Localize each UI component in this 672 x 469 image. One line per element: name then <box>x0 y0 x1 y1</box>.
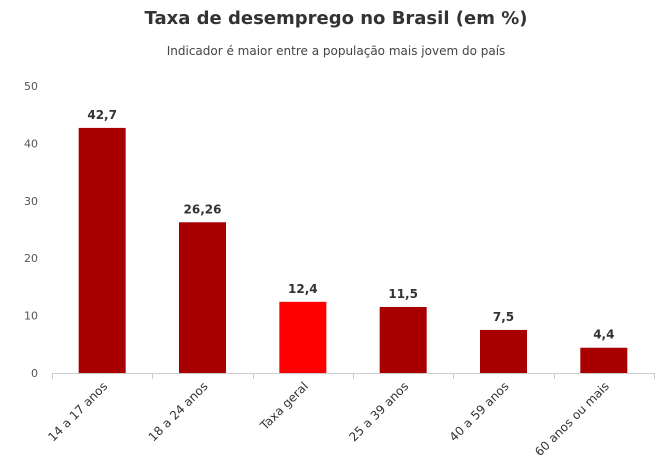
y-tick-label: 0 <box>31 367 38 380</box>
x-tick-label: 14 a 17 anos <box>45 379 110 444</box>
x-tick-label: 25 a 39 anos <box>346 379 411 444</box>
bar <box>78 127 126 373</box>
bar <box>279 301 327 373</box>
y-tick-label: 50 <box>24 80 38 93</box>
data-label: 26,26 <box>184 202 222 216</box>
chart-title: Taxa de desemprego no Brasil (em %) <box>144 8 528 29</box>
data-label: 42,7 <box>87 108 117 122</box>
bar <box>580 347 628 373</box>
y-tick-label: 30 <box>24 195 38 208</box>
x-tick-label: Taxa geral <box>257 379 311 433</box>
data-label: 12,4 <box>288 282 318 296</box>
data-label: 7,5 <box>493 310 514 324</box>
y-tick-label: 40 <box>24 137 38 150</box>
y-tick-label: 10 <box>24 310 38 323</box>
bar <box>379 306 427 373</box>
bar <box>480 329 527 373</box>
x-tick-label: 60 anos ou mais <box>532 379 612 459</box>
x-tick-label: 40 a 59 anos <box>447 379 512 444</box>
bar <box>179 222 226 373</box>
chart-subtitle: Indicador é maior entre a população mais… <box>166 44 506 58</box>
y-tick-label: 20 <box>24 252 38 265</box>
data-label: 11,5 <box>388 287 418 301</box>
x-tick-label: 18 a 24 anos <box>146 379 211 444</box>
data-label: 4,4 <box>593 328 614 342</box>
